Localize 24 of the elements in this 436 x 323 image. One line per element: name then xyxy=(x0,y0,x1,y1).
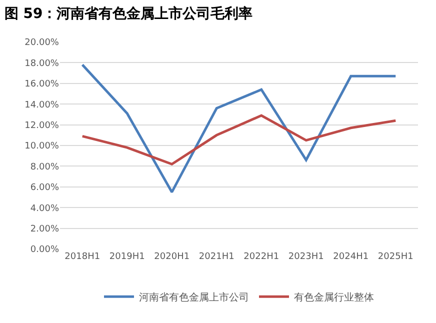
y-tick-label: 14.00% xyxy=(24,100,60,110)
y-tick-label: 6.00% xyxy=(30,183,60,194)
y-tick-label: 16.00% xyxy=(24,80,60,90)
x-tick-label: 2022H1 xyxy=(244,252,280,262)
y-tick-label: 12.00% xyxy=(24,120,60,131)
y-tick-label: 4.00% xyxy=(30,204,60,214)
y-tick-label: 10.00% xyxy=(24,142,60,152)
y-tick-label: 8.00% xyxy=(30,162,60,172)
x-tick-label: 2020H1 xyxy=(154,252,190,262)
chart-title: 图 59：河南省有色金属上市公司毛利率 xyxy=(4,4,253,22)
legend-label: 河南省有色金属上市公司 xyxy=(139,292,249,304)
y-tick-label: 18.00% xyxy=(24,58,60,69)
y-tick-label: 20.00% xyxy=(24,38,60,48)
y-tick-label: 2.00% xyxy=(30,224,60,234)
x-tick-label: 2025H1 xyxy=(378,252,414,262)
line-series xyxy=(81,64,397,194)
legend-label: 有色金属行业整体 xyxy=(294,292,374,304)
x-tick-label: 2018H1 xyxy=(64,252,100,262)
x-tick-label: 2024H1 xyxy=(333,252,369,262)
x-tick-label: 2019H1 xyxy=(109,252,145,262)
line-series xyxy=(81,114,397,166)
x-tick-label: 2023H1 xyxy=(288,252,324,262)
x-tick-label: 2021H1 xyxy=(198,252,234,262)
y-tick-label: 0.00% xyxy=(30,245,60,256)
